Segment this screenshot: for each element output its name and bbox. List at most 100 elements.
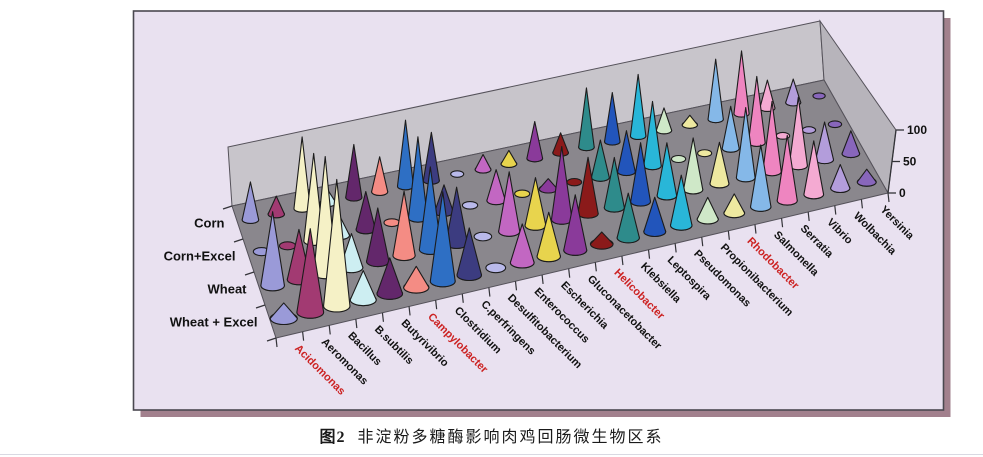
series-label-WheatExcel: Wheat + Excel bbox=[170, 315, 258, 330]
figure-caption-number: 图2 bbox=[319, 429, 346, 446]
cone bbox=[750, 144, 772, 212]
cone bbox=[603, 92, 621, 146]
value-axis: 0 50 100 bbox=[887, 123, 927, 200]
cone bbox=[830, 164, 851, 194]
cone bbox=[509, 223, 535, 269]
cone bbox=[803, 140, 825, 200]
cone-dome bbox=[473, 231, 493, 242]
category-axis-tick bbox=[328, 325, 331, 335]
category-axis-tick bbox=[435, 300, 438, 310]
cone-dome bbox=[827, 120, 843, 129]
category-axis-tick bbox=[860, 199, 863, 209]
cone bbox=[349, 270, 377, 307]
category-axis-tick bbox=[275, 337, 278, 348]
series-cones-WheatExcel bbox=[269, 134, 877, 326]
category-axis-tick bbox=[461, 293, 464, 303]
category-axis-tick bbox=[674, 243, 677, 253]
cone bbox=[241, 181, 260, 224]
cone-dome bbox=[801, 126, 817, 134]
cone bbox=[681, 114, 699, 129]
cone bbox=[643, 196, 667, 238]
cone bbox=[345, 143, 363, 202]
figure-caption-title: 非淀粉多糖酶影响肉鸡回肠微生物区系 bbox=[357, 429, 664, 446]
value-axis-tick-label: 0 bbox=[899, 186, 906, 200]
cone bbox=[392, 190, 416, 262]
cone bbox=[376, 257, 404, 300]
category-axis-tick bbox=[514, 281, 518, 291]
series-label-Wheat: Wheat bbox=[208, 282, 248, 297]
category-axis-tick bbox=[701, 237, 704, 247]
category-axis-tick bbox=[381, 312, 385, 322]
category-axis-tick bbox=[780, 218, 784, 228]
cone bbox=[589, 231, 614, 250]
category-axis-tick bbox=[594, 262, 597, 272]
page-bottom-rule bbox=[0, 454, 983, 455]
cone bbox=[721, 105, 740, 153]
category-axis-tick bbox=[834, 205, 837, 215]
cone bbox=[526, 120, 544, 163]
cone bbox=[563, 194, 588, 256]
category-axis-tick bbox=[754, 224, 757, 234]
cone bbox=[617, 130, 636, 177]
category-axis-tick bbox=[647, 249, 651, 259]
cone bbox=[709, 141, 730, 189]
cone bbox=[536, 211, 561, 263]
cone-dome bbox=[485, 262, 507, 274]
cone-dome bbox=[566, 177, 583, 187]
cone bbox=[403, 265, 430, 294]
category-axis-tick bbox=[887, 192, 890, 203]
cone bbox=[841, 130, 861, 159]
cone-dome bbox=[670, 154, 687, 164]
cone bbox=[578, 87, 595, 152]
cone bbox=[456, 227, 483, 282]
series-axis-tick bbox=[255, 304, 266, 309]
cone bbox=[260, 211, 285, 292]
cone bbox=[856, 168, 877, 187]
category-axis-tick bbox=[568, 268, 571, 278]
series-label-CornExcel: Corn+Excel bbox=[164, 249, 236, 264]
category-axis-tick bbox=[727, 230, 730, 240]
cone bbox=[296, 228, 325, 319]
cone bbox=[429, 191, 456, 288]
cone bbox=[785, 78, 802, 107]
cone-dome bbox=[697, 149, 713, 158]
cone bbox=[269, 302, 298, 326]
cone bbox=[696, 196, 719, 225]
cone bbox=[776, 134, 798, 206]
cone-dome bbox=[383, 218, 401, 228]
value-axis-tick-label: 100 bbox=[907, 123, 927, 137]
cone-dome bbox=[461, 200, 479, 210]
cone bbox=[733, 50, 750, 118]
category-axis-tick bbox=[302, 331, 305, 341]
series-axis: Corn Corn+Excel Wheat Wheat + Excel bbox=[164, 205, 277, 342]
cone bbox=[474, 153, 492, 174]
category-axis-tick bbox=[541, 274, 544, 285]
series-cones-Wheat bbox=[260, 96, 861, 292]
cone-dome bbox=[514, 189, 531, 198]
series-axis-tick bbox=[222, 205, 233, 210]
cone bbox=[723, 193, 746, 219]
cone-dome bbox=[450, 170, 465, 178]
category-axis-tick bbox=[807, 211, 810, 221]
series-axis-tick bbox=[244, 271, 255, 276]
category-axis-tick bbox=[408, 306, 411, 316]
cone-dome bbox=[278, 241, 297, 251]
cone bbox=[500, 149, 518, 168]
cone bbox=[669, 174, 693, 231]
category-axis-tick bbox=[488, 287, 491, 297]
cone bbox=[707, 58, 724, 124]
series-label-Corn: Corn bbox=[194, 216, 224, 231]
cone bbox=[371, 156, 389, 196]
category-axis-tick bbox=[355, 319, 358, 329]
value-axis-tick-label: 50 bbox=[903, 155, 917, 169]
figure-caption: 图2 非淀粉多糖酶影响肉鸡回肠微生物区系 bbox=[0, 423, 983, 447]
cone-dome bbox=[812, 92, 826, 100]
cone bbox=[323, 178, 351, 313]
category-axis-tick bbox=[621, 255, 624, 266]
series-axis-tick bbox=[233, 238, 244, 243]
cone bbox=[616, 192, 640, 244]
cone bbox=[629, 73, 647, 140]
series-axis-tick bbox=[266, 337, 277, 342]
